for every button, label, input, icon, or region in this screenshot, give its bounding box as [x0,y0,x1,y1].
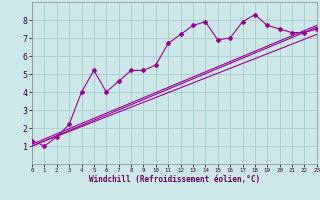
X-axis label: Windchill (Refroidissement éolien,°C): Windchill (Refroidissement éolien,°C) [89,175,260,184]
